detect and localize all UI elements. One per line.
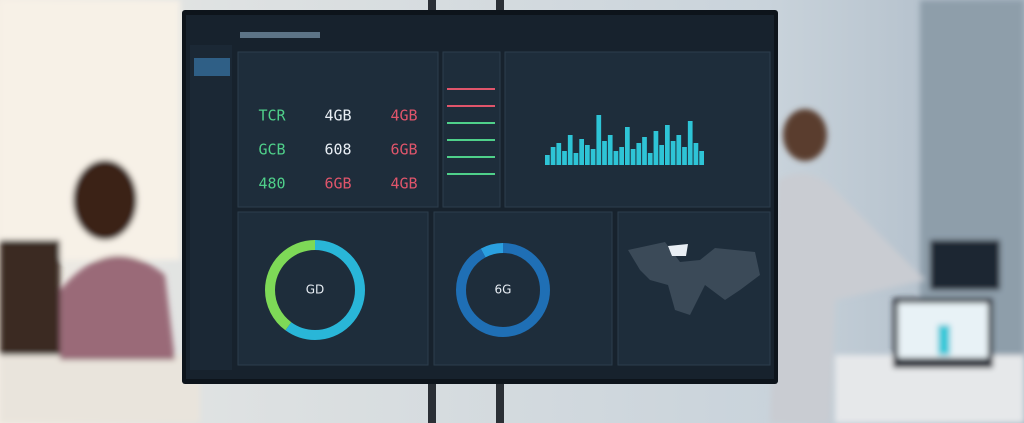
stat-value: 480 — [258, 175, 285, 193]
bar — [665, 125, 670, 165]
bar — [693, 143, 699, 165]
monitor-right — [930, 240, 1000, 290]
bar — [642, 137, 647, 165]
map-highlight — [668, 244, 688, 256]
list-row — [447, 105, 495, 107]
sidebar — [190, 45, 232, 370]
person-body — [770, 173, 925, 423]
bar — [630, 149, 636, 165]
stat-value: 4GB — [390, 175, 417, 193]
stat-value: 608 — [324, 141, 351, 159]
bar — [607, 135, 613, 165]
person-body — [60, 255, 175, 360]
bar — [602, 141, 607, 165]
bar — [659, 145, 664, 165]
monitor-left — [0, 240, 60, 360]
donut-center: 6G — [495, 283, 512, 297]
list-row — [447, 156, 495, 158]
bar — [682, 147, 687, 165]
sidebar-active — [194, 58, 230, 76]
dashboard-content: TCR 4GB 4GB GCB 608 6GB 480 6GB 4GB GD 6G — [258, 107, 704, 340]
bar — [550, 147, 556, 165]
bar — [590, 149, 596, 165]
bar — [647, 153, 653, 165]
bar — [573, 153, 579, 165]
person-head — [73, 160, 137, 240]
stat-value: 4GB — [390, 107, 417, 125]
desk — [0, 355, 200, 423]
list-row — [447, 173, 495, 175]
stat-value: 6GB — [390, 141, 417, 159]
list-panel — [442, 51, 501, 208]
laptop-bar — [938, 325, 950, 355]
list-row — [447, 139, 495, 141]
donut-segment — [265, 240, 365, 340]
bar — [545, 155, 550, 165]
bar — [619, 147, 624, 165]
list-row — [447, 88, 495, 90]
world-map — [628, 242, 760, 315]
header-text — [240, 32, 320, 38]
list-row — [447, 122, 495, 124]
bar-panel — [504, 51, 771, 208]
list-rows — [447, 88, 495, 175]
bar — [613, 151, 619, 165]
bar — [636, 143, 642, 165]
bar — [567, 135, 573, 165]
bar — [625, 127, 630, 165]
bar — [699, 151, 704, 165]
bar — [579, 139, 584, 165]
donut-center: GD — [306, 283, 325, 297]
stat-value: TCR — [258, 107, 286, 125]
bar — [670, 141, 676, 165]
bar — [556, 143, 562, 165]
stat-value: 4GB — [324, 107, 351, 125]
donut-segment — [456, 243, 550, 337]
person-head — [783, 109, 827, 161]
bar — [585, 145, 590, 165]
stats-panel — [237, 51, 439, 208]
bar — [562, 151, 567, 165]
stat-value: 6GB — [324, 175, 351, 193]
bar — [687, 121, 693, 165]
bar — [676, 135, 682, 165]
bar — [653, 131, 659, 165]
stat-value: GCB — [258, 141, 285, 159]
bar — [596, 115, 602, 165]
